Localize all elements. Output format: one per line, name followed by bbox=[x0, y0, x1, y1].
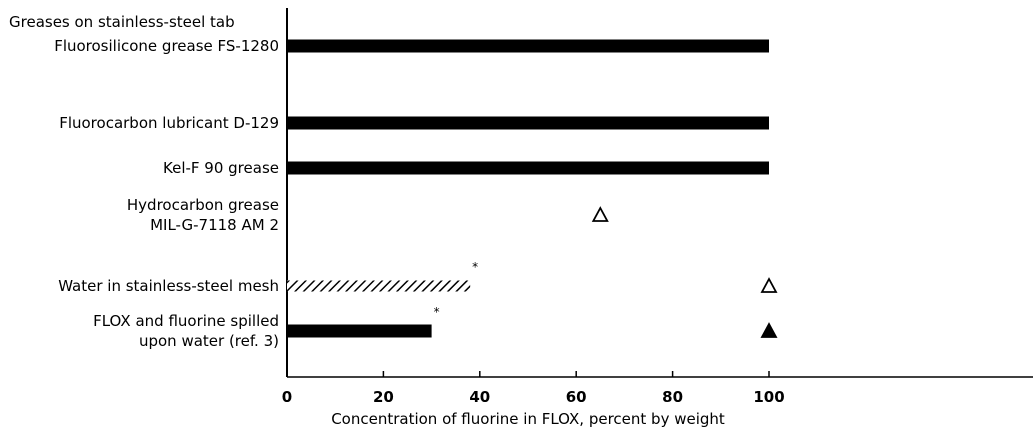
category-label-1: Fluorosilicone grease FS-1280 bbox=[54, 37, 279, 55]
x-tick-label-80: 80 bbox=[662, 388, 683, 406]
category-label-6-line-2: upon water (ref. 3) bbox=[139, 332, 279, 350]
group-heading: Greases on stainless-steel tab bbox=[9, 13, 235, 31]
x-tick-label-100: 100 bbox=[753, 388, 784, 406]
x-axis-title: Concentration of fluorine in FLOX, perce… bbox=[331, 410, 725, 428]
category-label-3: Kel-F 90 grease bbox=[163, 159, 279, 177]
category-label-6-line-1: FLOX and fluorine spilled bbox=[93, 312, 279, 330]
x-tick-label-0: 0 bbox=[282, 388, 292, 406]
x-tick-label-20: 20 bbox=[373, 388, 394, 406]
bar-6 bbox=[287, 324, 432, 338]
bar-5 bbox=[287, 280, 471, 292]
bar-1 bbox=[287, 39, 769, 53]
asterisk-6: * bbox=[434, 305, 440, 319]
x-tick-label-60: 60 bbox=[566, 388, 587, 406]
asterisk-5: * bbox=[472, 260, 478, 274]
category-label-5: Water in stainless-steel mesh bbox=[58, 277, 279, 295]
category-label-4-line-1: Hydrocarbon grease bbox=[127, 196, 279, 214]
marker-6-1-filled-triangle bbox=[760, 322, 778, 338]
bar-2 bbox=[287, 116, 769, 130]
category-label-4-line-2: MIL-G-7118 AM 2 bbox=[150, 216, 279, 234]
bar-3 bbox=[287, 161, 769, 175]
category-label-2: Fluorocarbon lubricant D-129 bbox=[59, 114, 279, 132]
marker-5-1-open-triangle bbox=[760, 277, 778, 293]
x-tick-label-40: 40 bbox=[469, 388, 490, 406]
marker-4-1-open-triangle bbox=[591, 206, 609, 222]
